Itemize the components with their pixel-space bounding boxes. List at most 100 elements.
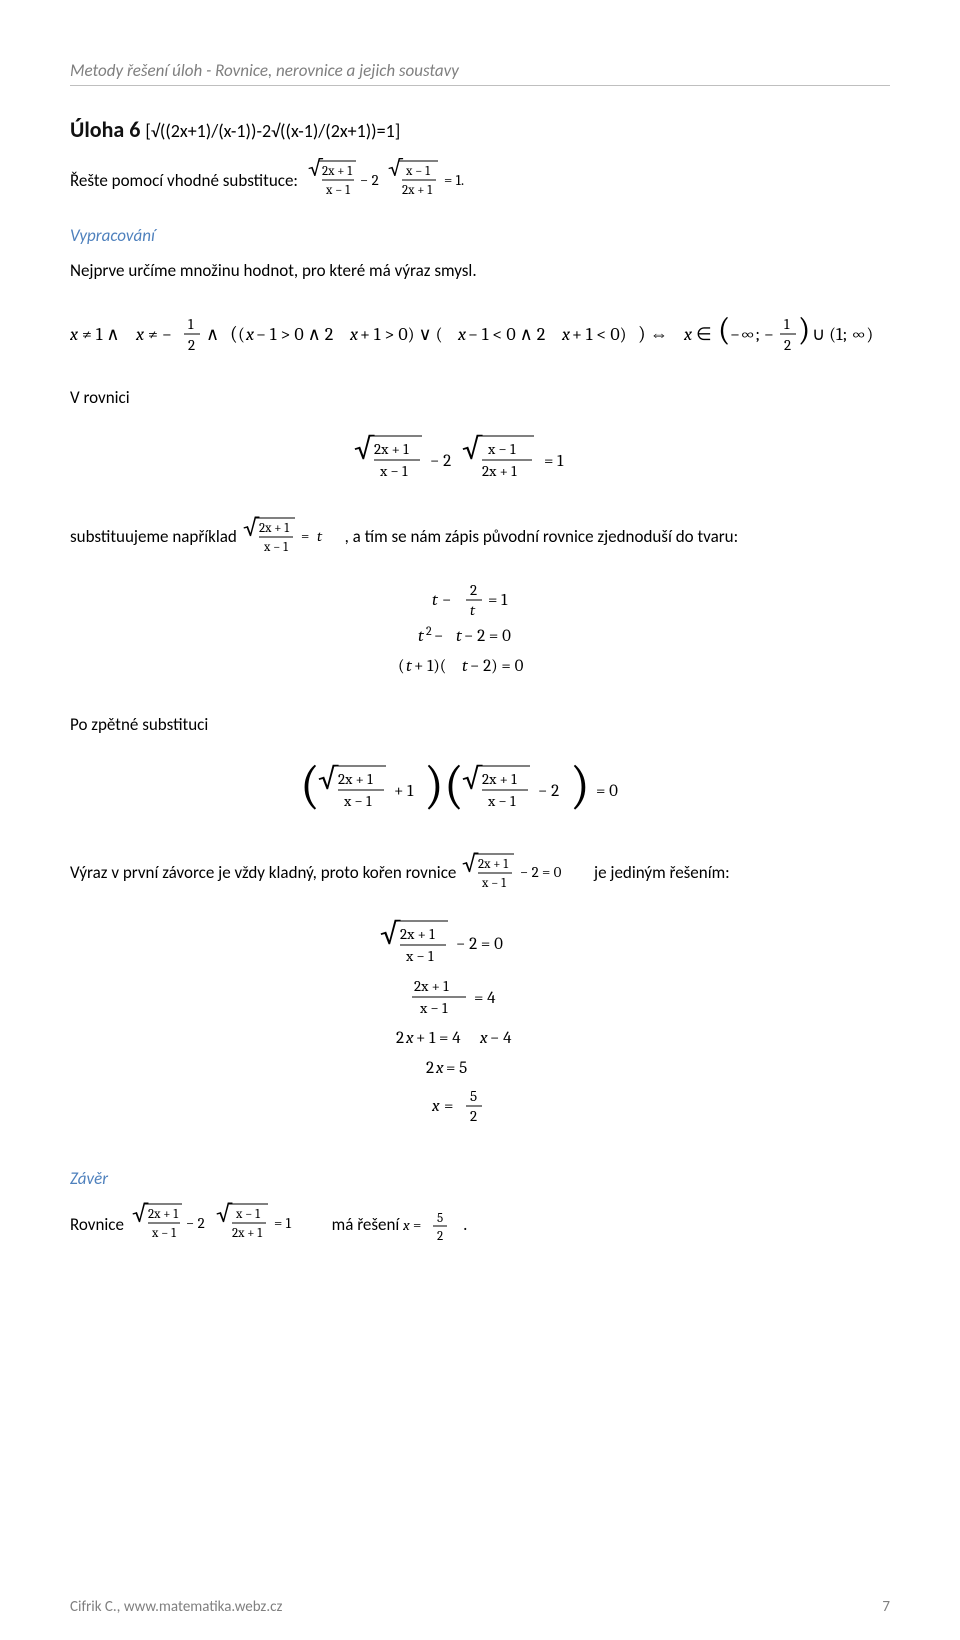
- svg-text:2x + 1: 2x + 1: [322, 164, 352, 179]
- svg-text:2: 2: [396, 1029, 404, 1048]
- svg-text:√: √: [216, 1201, 233, 1227]
- svg-text:− 4: − 4: [490, 1029, 512, 1048]
- svg-text:2x + 1: 2x + 1: [259, 521, 289, 536]
- svg-text:= 0: = 0: [596, 782, 618, 801]
- concl-pre: Rovnice: [70, 1214, 128, 1235]
- svg-text:= 1: = 1: [274, 1214, 292, 1232]
- svg-text:+ 1 > 0) ∨ (: + 1 > 0) ∨ (: [360, 324, 443, 345]
- svg-text:x − 1: x − 1: [343, 792, 372, 810]
- svg-text:= 4: = 4: [474, 989, 496, 1008]
- svg-text:x − 1: x − 1: [325, 183, 350, 198]
- svg-text:√: √: [462, 851, 479, 877]
- svg-text:2x + 1: 2x + 1: [482, 462, 517, 480]
- svg-text:x: x: [245, 324, 255, 345]
- svg-text:∧: ∧: [206, 324, 219, 345]
- task-label: Úloha 6: [70, 116, 140, 143]
- svg-text:2x + 1: 2x + 1: [232, 1226, 262, 1241]
- svg-text:(: (: [398, 657, 405, 676]
- svg-text:x: x: [561, 324, 571, 345]
- eq-conclusion: √ 2x + 1 x − 1 − 2 √ x − 1 2x + 1 = 1: [128, 1201, 328, 1251]
- svg-text:x: x: [479, 1029, 488, 1048]
- svg-text:x: x: [403, 1216, 410, 1234]
- svg-text:2: 2: [426, 624, 432, 638]
- footer-page-number: 7: [882, 1598, 890, 1616]
- svg-text:x − 1: x − 1: [419, 999, 448, 1017]
- page-footer: Cifrik C., www.matematika.webz.cz 7: [70, 1598, 890, 1616]
- svg-text:− 2: − 2: [538, 782, 559, 801]
- concl-mid: má řešení: [332, 1214, 404, 1235]
- svg-text:(: (: [300, 756, 320, 815]
- svg-text:2: 2: [470, 581, 477, 599]
- svg-text:x − 1: x − 1: [487, 440, 516, 458]
- svg-text:√: √: [132, 1201, 149, 1227]
- svg-text:(: (: [238, 324, 245, 345]
- svg-text:− 2 = 0: − 2 = 0: [456, 935, 503, 954]
- svg-text:t: t: [470, 601, 476, 619]
- svg-text:+ 1: + 1: [394, 782, 414, 801]
- svg-text:x − 1: x − 1: [235, 1207, 260, 1222]
- svg-text:=: =: [413, 1216, 421, 1234]
- svg-text:t: t: [432, 591, 439, 610]
- eq-main-centered: √ 2x + 1 x − 1 − 2 √ x − 1 2x + 1 = 1: [70, 428, 890, 497]
- svg-text:∪ (1; ∞): ∪ (1; ∞): [812, 324, 873, 345]
- svg-text:(: (: [718, 311, 730, 348]
- svg-text:√: √: [243, 515, 260, 541]
- svg-text:2: 2: [470, 1107, 477, 1125]
- concl-post: .: [463, 1214, 467, 1235]
- svg-text:2x + 1: 2x + 1: [338, 770, 373, 788]
- eq-sub-def: √ 2x + 1 x − 1 = t: [241, 515, 341, 561]
- svg-text:−: −: [442, 591, 451, 610]
- solve-line: Řešte pomocí vhodné substituce: √ 2x + 1…: [70, 157, 890, 207]
- svg-text:+ 1 < 0): + 1 < 0): [572, 324, 627, 345]
- svg-text:−∞; −: −∞; −: [730, 324, 774, 345]
- svg-text:1: 1: [784, 315, 790, 333]
- svg-text:2x + 1: 2x + 1: [478, 857, 508, 872]
- eq-x-eq-5-2: x = 5 2: [403, 1206, 463, 1246]
- page-header: Metody řešení úloh - Rovnice, nerovnice …: [70, 60, 890, 86]
- svg-text:−: −: [434, 627, 443, 646]
- svg-text:+ 1)(: + 1)(: [414, 657, 446, 676]
- para-substitution: substituujeme například √ 2x + 1 x − 1 =…: [70, 515, 890, 561]
- svg-text:≠ 1 ∧: ≠ 1 ∧: [82, 324, 120, 345]
- eq-root-inline: √ 2x + 1 x − 1 − 2 = 0: [460, 851, 590, 897]
- svg-text:x − 1: x − 1: [405, 947, 434, 965]
- svg-text:t: t: [462, 657, 469, 676]
- svg-text:=: =: [444, 1097, 453, 1116]
- svg-text:≠ −: ≠ −: [148, 324, 172, 345]
- eq-solve-block: √ 2x + 1 x − 1 − 2 = 0 2x + 1 x − 1 = 4 …: [70, 915, 890, 1150]
- svg-text:2x + 1: 2x + 1: [402, 183, 432, 198]
- eq-product: ( √ 2x + 1 x − 1 + 1 ) ( √ 2x + 1 x − 1 …: [70, 756, 890, 833]
- eq-t-block: t − 2 t = 1 t 2 − t − 2 = 0 ( t + 1)( t …: [70, 579, 890, 694]
- sub-post: , a tím se nám zápis původní rovnice zje…: [345, 526, 739, 547]
- svg-text:t: t: [317, 527, 323, 545]
- svg-text:t: t: [456, 627, 463, 646]
- svg-text:x − 1: x − 1: [405, 164, 430, 179]
- svg-text:): ): [424, 756, 444, 815]
- svg-text:2x + 1: 2x + 1: [374, 440, 409, 458]
- section-vypracovani: Vypracování: [70, 225, 890, 246]
- svg-text:2: 2: [426, 1059, 434, 1078]
- svg-text:− 2: − 2: [360, 171, 379, 189]
- svg-text:= 1: = 1: [544, 452, 564, 471]
- svg-text:): ): [570, 756, 590, 815]
- solve-line-text: Řešte pomocí vhodné substituce:: [70, 170, 302, 191]
- svg-text:− 2 = 0: − 2 = 0: [520, 863, 562, 881]
- svg-text:5: 5: [437, 1211, 443, 1226]
- svg-text:2x + 1: 2x + 1: [148, 1207, 178, 1222]
- para-conclusion: Rovnice √ 2x + 1 x − 1 − 2 √ x − 1 2x + …: [70, 1201, 890, 1251]
- svg-text:x: x: [431, 1097, 440, 1116]
- svg-text:5: 5: [470, 1087, 477, 1105]
- svg-text:x − 1: x − 1: [151, 1226, 176, 1241]
- para-vrovnici: V rovnici: [70, 385, 890, 411]
- svg-text:2: 2: [188, 336, 195, 354]
- svg-text:2: 2: [784, 336, 791, 354]
- svg-text:= 5: = 5: [446, 1059, 467, 1078]
- svg-text:= 1: = 1: [488, 591, 508, 610]
- svg-text:2x + 1: 2x + 1: [400, 925, 435, 943]
- svg-text:(: (: [230, 322, 238, 345]
- svg-text:x: x: [135, 324, 145, 345]
- svg-text:x − 1: x − 1: [379, 462, 408, 480]
- eq-domain: x ≠ 1 ∧ x ≠ − 1 2 ∧ ( ( x − 1 > 0 ∧ 2 x …: [70, 302, 890, 367]
- svg-text:+ 1 = 4: + 1 = 4: [416, 1029, 461, 1048]
- svg-text:1: 1: [188, 315, 194, 333]
